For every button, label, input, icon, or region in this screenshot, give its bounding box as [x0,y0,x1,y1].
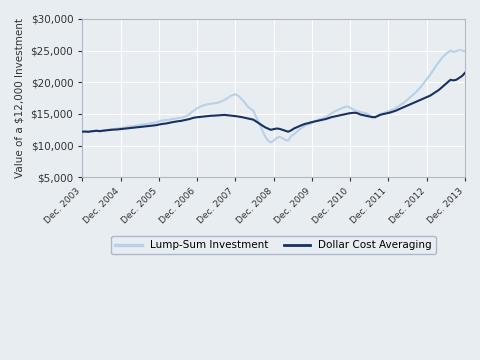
Legend: Lump-Sum Investment, Dollar Cost Averaging: Lump-Sum Investment, Dollar Cost Averagi… [111,236,436,255]
Y-axis label: Value of a $12,000 Investment: Value of a $12,000 Investment [15,18,25,178]
